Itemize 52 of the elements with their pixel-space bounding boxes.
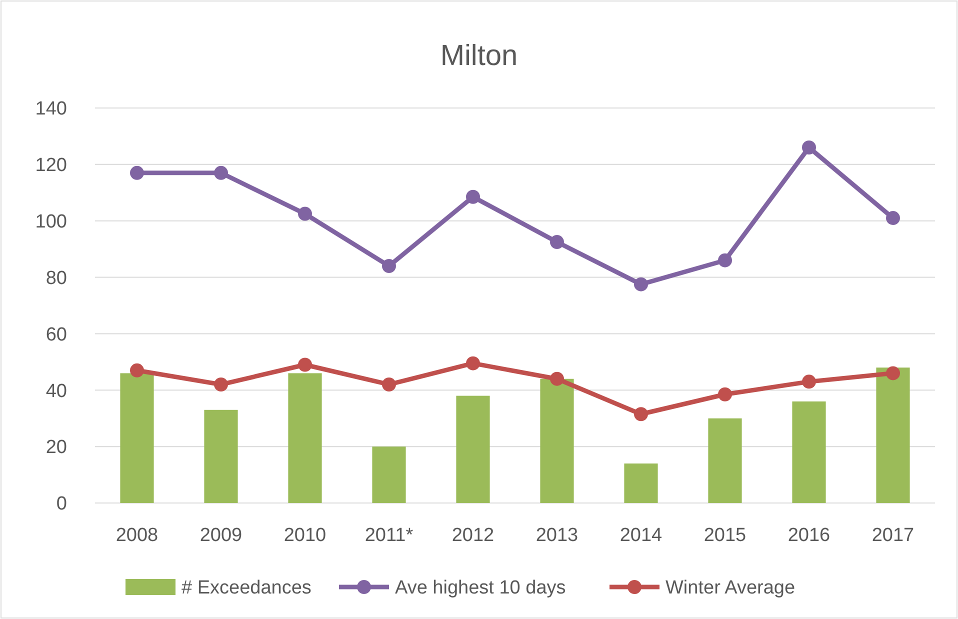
x-tick-label: 2016 <box>788 525 830 546</box>
chart-title: Milton <box>440 40 518 72</box>
point <box>214 378 228 392</box>
point <box>214 166 228 180</box>
y-tick-label: 100 <box>35 212 67 233</box>
x-tick-label: 2015 <box>704 525 746 546</box>
y-tick-label: 0 <box>56 494 67 515</box>
point <box>886 366 900 380</box>
point <box>634 277 648 292</box>
y-tick-label: 140 <box>35 98 67 120</box>
point <box>550 372 564 386</box>
y-tick-label: 20 <box>46 437 67 458</box>
x-tick-label: 2011* <box>364 525 414 546</box>
point <box>382 378 396 392</box>
bar <box>372 446 406 503</box>
y-tick-label: 40 <box>46 380 67 402</box>
point <box>298 206 312 221</box>
point <box>130 363 144 378</box>
bar <box>204 410 238 503</box>
bar <box>876 368 910 503</box>
bar <box>792 401 826 503</box>
point <box>802 140 816 154</box>
point <box>802 374 816 389</box>
bar <box>540 378 574 503</box>
point <box>466 356 480 370</box>
bar <box>708 418 742 503</box>
x-tick-label: 2013 <box>536 525 578 546</box>
x-tick-label: 2010 <box>284 525 326 546</box>
point <box>298 358 312 372</box>
point <box>130 166 144 180</box>
point <box>550 235 564 250</box>
y-tick-label: 60 <box>46 324 67 346</box>
x-tick-label: 2014 <box>620 525 663 546</box>
bar <box>456 396 490 503</box>
bar <box>120 373 154 503</box>
x-tick-label: 2012 <box>452 525 494 546</box>
legend-label: Ave highest 10 days <box>395 578 566 599</box>
point <box>886 211 900 226</box>
y-tick-label: 120 <box>35 155 67 176</box>
point <box>466 190 480 204</box>
legend-label: Winter Average <box>666 578 796 599</box>
x-tick-label: 2017 <box>872 525 914 546</box>
legend-label: # Exceedances <box>182 578 312 599</box>
point <box>634 407 648 422</box>
bar <box>624 464 658 503</box>
bar <box>288 373 322 503</box>
x-tick-label: 2009 <box>200 525 242 546</box>
y-tick-label: 80 <box>46 268 67 289</box>
point <box>718 387 732 402</box>
point <box>382 259 396 273</box>
x-tick-label: 2008 <box>116 525 158 546</box>
point <box>718 253 732 268</box>
